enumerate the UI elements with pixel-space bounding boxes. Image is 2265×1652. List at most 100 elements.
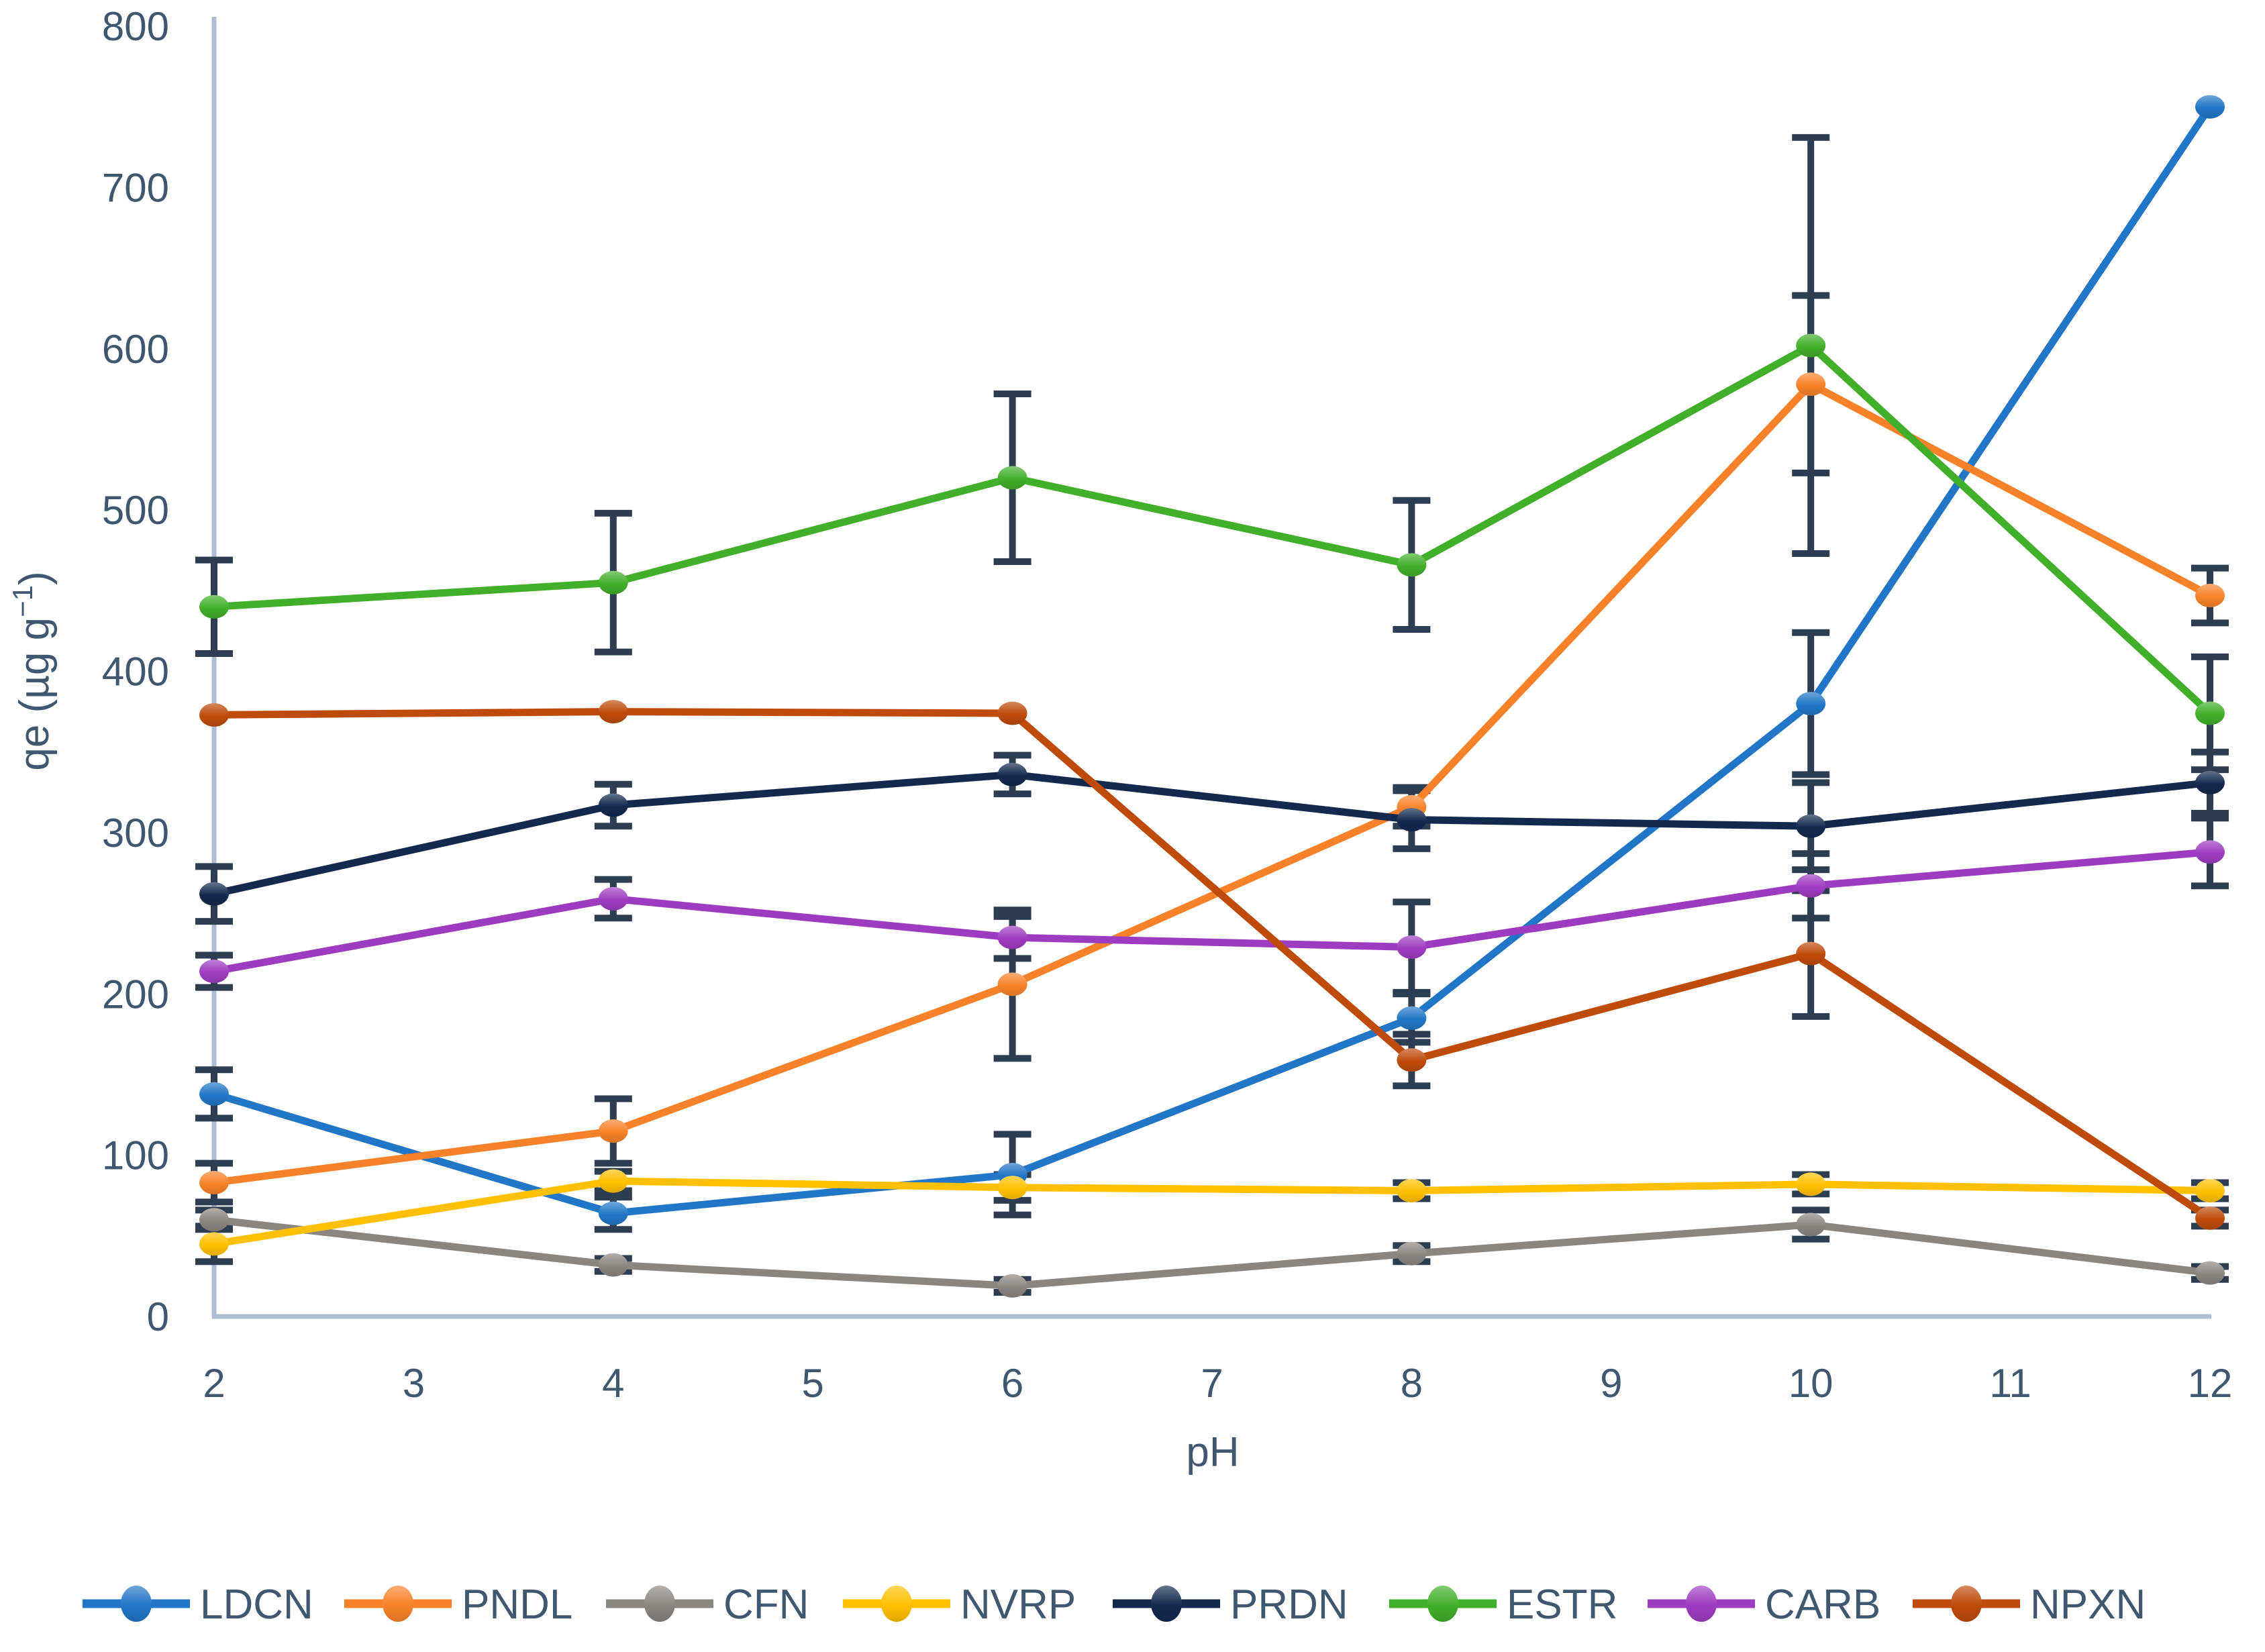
x-axis-tick-labels: 2 3 4 5 6 7 8 9 10 11 12 xyxy=(203,1361,2232,1406)
marker-NVRP-pH2 xyxy=(199,1232,229,1256)
legend-marker-CARB xyxy=(1686,1586,1717,1622)
legend-item-PRDN: PRDN xyxy=(1113,1582,1348,1628)
legend-label-CARB: CARB xyxy=(1765,1582,1880,1628)
marker-PNDL-pH10 xyxy=(1796,372,1826,397)
marker-LDCN-pH10 xyxy=(1796,692,1826,716)
legend-item-PNDL: PNDL xyxy=(344,1582,572,1628)
marker-PRDN-pH10 xyxy=(1796,814,1826,838)
y-axis-tick-labels: 0 100 200 300 400 500 600 700 800 xyxy=(102,4,169,1339)
y-tick-label-0: 0 xyxy=(147,1294,169,1339)
marker-NPXN-pH2 xyxy=(199,703,229,727)
marker-ESTR-pH6 xyxy=(997,466,1027,490)
marker-CARB-pH12 xyxy=(2195,840,2225,864)
x-tick-label-8: 8 xyxy=(1401,1361,1423,1406)
legend-label-NPXN: NPXN xyxy=(2030,1582,2146,1628)
series-line-LDCN xyxy=(210,103,2214,1217)
marker-NPXN-pH12 xyxy=(2195,1206,2225,1230)
legend-item-CFN: CFN xyxy=(606,1582,809,1628)
legend-marker-NVRP xyxy=(881,1586,912,1622)
marker-PNDL-pH12 xyxy=(2195,584,2225,608)
legend-item-ESTR: ESTR xyxy=(1389,1582,1617,1628)
x-tick-label-6: 6 xyxy=(1001,1361,1023,1406)
series-line-PNDL xyxy=(210,380,2214,1186)
marker-ESTR-pH10 xyxy=(1796,333,1826,358)
marker-LDCN-pH12 xyxy=(2195,95,2225,119)
x-tick-label-2: 2 xyxy=(203,1361,225,1406)
marker-PRDN-pH6 xyxy=(997,762,1027,786)
legend-marker-ESTR xyxy=(1427,1586,1458,1622)
marker-NVRP-pH12 xyxy=(2195,1179,2225,1203)
marker-CFN-pH6 xyxy=(997,1274,1027,1298)
legend-label-CFN: CFN xyxy=(723,1582,809,1628)
marker-CARB-pH10 xyxy=(1796,874,1826,898)
x-tick-label-11: 11 xyxy=(1989,1361,2031,1406)
x-tick-label-3: 3 xyxy=(403,1361,425,1406)
marker-PNDL-pH2 xyxy=(199,1170,229,1194)
legend-item-NVRP: NVRP xyxy=(843,1582,1076,1628)
legend: LDCN PNDL CFN NVRP PRDN ESTR CARB NPXN xyxy=(83,1582,2146,1628)
legend-label-LDCN: LDCN xyxy=(200,1582,313,1628)
y-tick-label-800: 800 xyxy=(102,4,169,49)
legend-marker-PNDL xyxy=(383,1586,413,1622)
series-line-NVRP xyxy=(210,1177,2214,1248)
y-tick-label-600: 600 xyxy=(102,327,169,372)
y-tick-label-100: 100 xyxy=(102,1133,169,1178)
series-line-CARB xyxy=(210,848,2214,976)
series-line-NPXN xyxy=(210,708,2214,1222)
marker-CFN-pH10 xyxy=(1796,1212,1826,1237)
x-tick-label-7: 7 xyxy=(1201,1361,1223,1406)
legend-marker-CFN xyxy=(644,1586,675,1622)
marker-LDCN-pH2 xyxy=(199,1082,229,1106)
marker-LDCN-pH4 xyxy=(598,1201,628,1225)
marker-CFN-pH2 xyxy=(199,1208,229,1232)
legend-label-ESTR: ESTR xyxy=(1507,1582,1617,1628)
legend-label-PNDL: PNDL xyxy=(462,1582,572,1628)
y-tick-label-700: 700 xyxy=(102,165,169,210)
legend-item-NPXN: NPXN xyxy=(1913,1582,2146,1628)
y-tick-label-300: 300 xyxy=(102,811,169,856)
legend-item-LDCN: LDCN xyxy=(83,1582,313,1628)
y-tick-label-200: 200 xyxy=(102,972,169,1017)
marker-CFN-pH12 xyxy=(2195,1261,2225,1285)
series-line-ESTR xyxy=(210,342,2214,717)
y-tick-label-500: 500 xyxy=(102,488,169,533)
x-tick-label-12: 12 xyxy=(2188,1361,2233,1406)
y-tick-label-400: 400 xyxy=(102,650,169,694)
marker-LDCN-pH8 xyxy=(1397,1006,1427,1030)
legend-marker-NPXN xyxy=(1951,1586,1982,1622)
marker-NPXN-pH6 xyxy=(997,701,1027,725)
x-tick-label-10: 10 xyxy=(1789,1361,1833,1406)
x-tick-label-9: 9 xyxy=(1600,1361,1622,1406)
x-tick-label-5: 5 xyxy=(802,1361,824,1406)
series-line-PRDN xyxy=(210,770,2214,898)
marker-NPXN-pH10 xyxy=(1796,941,1826,966)
marker-ESTR-pH12 xyxy=(2195,701,2225,725)
marker-ESTR-pH8 xyxy=(1397,553,1427,577)
marker-NVRP-pH10 xyxy=(1796,1172,1826,1196)
marker-CARB-pH6 xyxy=(997,925,1027,949)
marker-NPXN-pH8 xyxy=(1397,1048,1427,1072)
marker-CARB-pH8 xyxy=(1397,935,1427,960)
marker-CFN-pH8 xyxy=(1397,1241,1427,1266)
marker-CARB-pH4 xyxy=(598,886,628,911)
y-axis-title: qe (µg g−1) xyxy=(7,571,58,770)
legend-item-CARB: CARB xyxy=(1648,1582,1880,1628)
marker-NVRP-pH6 xyxy=(997,1176,1027,1200)
x-axis-title: pH xyxy=(1186,1429,1239,1476)
marker-PRDN-pH2 xyxy=(199,882,229,906)
legend-marker-LDCN xyxy=(121,1586,152,1622)
series-line-CFN xyxy=(210,1216,2214,1290)
marker-PRDN-pH12 xyxy=(2195,770,2225,794)
legend-marker-PRDN xyxy=(1151,1586,1182,1622)
marker-PRDN-pH8 xyxy=(1397,808,1427,832)
marker-PNDL-pH6 xyxy=(997,972,1027,996)
marker-PNDL-pH4 xyxy=(598,1119,628,1143)
legend-label-NVRP: NVRP xyxy=(960,1582,1076,1628)
marker-CARB-pH2 xyxy=(199,960,229,984)
marker-CFN-pH4 xyxy=(598,1253,628,1277)
marker-NPXN-pH4 xyxy=(598,700,628,724)
marker-ESTR-pH2 xyxy=(199,595,229,619)
marker-PRDN-pH4 xyxy=(598,793,628,817)
